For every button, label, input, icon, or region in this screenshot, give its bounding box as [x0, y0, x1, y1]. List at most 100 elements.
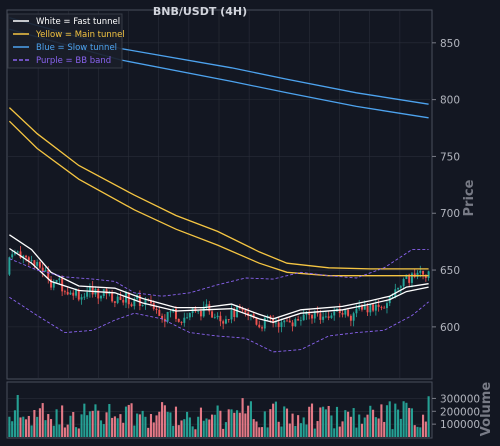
volume-bar — [141, 410, 144, 437]
candle-body — [311, 315, 313, 319]
volume-bar — [277, 421, 280, 437]
volume-bar — [410, 408, 414, 437]
volume-bar — [216, 405, 219, 437]
volume-bar — [238, 412, 241, 437]
candle-body — [100, 295, 102, 299]
candle-body — [227, 319, 230, 320]
volume-bar — [297, 415, 300, 437]
candle-body — [385, 303, 388, 309]
candle-body — [44, 270, 47, 272]
volume-bar — [244, 413, 247, 437]
legend-label-bb: Purple = BB band — [36, 56, 111, 66]
candle-body — [363, 305, 366, 310]
volume-bar — [288, 423, 291, 437]
candle-body — [88, 286, 91, 292]
volume-bar — [205, 418, 208, 437]
candle-body — [255, 317, 258, 325]
candle-body — [258, 324, 261, 328]
candle-body — [299, 320, 302, 322]
volume-bar — [322, 406, 325, 437]
volume-bar — [399, 418, 402, 437]
volume-bar — [80, 414, 83, 437]
candle-body — [280, 322, 283, 328]
candle-body — [144, 299, 147, 305]
price-tick-label: 800 — [440, 95, 460, 107]
volume-bar — [330, 415, 333, 437]
volume-bar — [27, 415, 30, 437]
candle-body — [352, 313, 355, 321]
candle-body — [308, 313, 311, 316]
volume-bar — [61, 405, 64, 437]
candle-body — [72, 292, 75, 296]
candle-body — [97, 289, 100, 299]
candle-body — [236, 306, 239, 317]
price-tick-label: 850 — [440, 38, 460, 50]
candle-body — [202, 306, 205, 317]
volume-bar — [191, 426, 194, 437]
volume-bar — [91, 410, 94, 437]
indicator-line — [9, 234, 429, 320]
candle-body — [338, 308, 341, 314]
volume-bar — [111, 417, 114, 437]
volume-bar — [108, 403, 111, 437]
candle-body — [197, 310, 200, 312]
volume-bar — [260, 427, 264, 437]
volume-bar — [416, 426, 419, 437]
volume-panel-frame — [6, 381, 433, 439]
volume-bar — [41, 403, 44, 437]
volume-bar — [313, 428, 316, 437]
candle-body — [33, 260, 36, 266]
volume-bar — [349, 416, 352, 437]
candle-body — [224, 319, 227, 324]
volume-bar — [113, 416, 116, 437]
candle-body — [52, 282, 55, 288]
volume-bar — [222, 428, 225, 437]
indicator-line — [8, 107, 429, 270]
candle-body — [274, 322, 277, 324]
candle-body — [30, 260, 33, 262]
volume-bar — [294, 425, 297, 437]
volume-bar — [97, 410, 100, 437]
legend-label-main: Yellow = Main tunnel — [35, 30, 125, 40]
price-axis-ticks: 600 650 700 750 800 850 — [432, 38, 460, 334]
volume-bar — [11, 421, 14, 437]
price-tick-label: 700 — [440, 208, 460, 220]
volume-bar — [33, 410, 36, 437]
candle-body — [294, 319, 297, 327]
candle-body — [327, 316, 330, 318]
candle-body — [47, 270, 50, 280]
volume-bar — [369, 405, 372, 437]
volume-bar — [166, 411, 169, 437]
volume-bar — [52, 425, 55, 437]
volume-bar — [83, 403, 86, 437]
volume-bar — [230, 409, 233, 437]
volume-bar — [405, 402, 408, 437]
candle-body — [27, 257, 30, 261]
chart-title: BNB/USDT (4H) — [153, 5, 247, 18]
volume-bar — [308, 406, 311, 437]
candle-body — [283, 320, 286, 323]
legend-box — [7, 13, 123, 69]
candle-body — [341, 313, 344, 315]
candle-body — [219, 315, 222, 322]
volume-bar — [408, 407, 411, 437]
candle-body — [77, 289, 80, 300]
price-tick-label: 750 — [440, 151, 460, 163]
candle-body — [58, 278, 61, 280]
volume-bar — [299, 423, 302, 437]
candle-body — [55, 279, 58, 283]
volume-bar — [372, 409, 375, 437]
volume-bar — [30, 425, 33, 437]
volume-bar — [324, 409, 327, 437]
volume-bar — [183, 419, 186, 437]
volume-axis-label: Volume — [479, 382, 494, 437]
volume-bar — [338, 426, 341, 437]
volume-bar — [291, 413, 294, 437]
volume-bar — [391, 429, 394, 437]
volume-bar — [272, 403, 275, 437]
volume-bar — [38, 408, 41, 437]
candle-body — [186, 317, 189, 319]
candle-body — [66, 291, 69, 295]
